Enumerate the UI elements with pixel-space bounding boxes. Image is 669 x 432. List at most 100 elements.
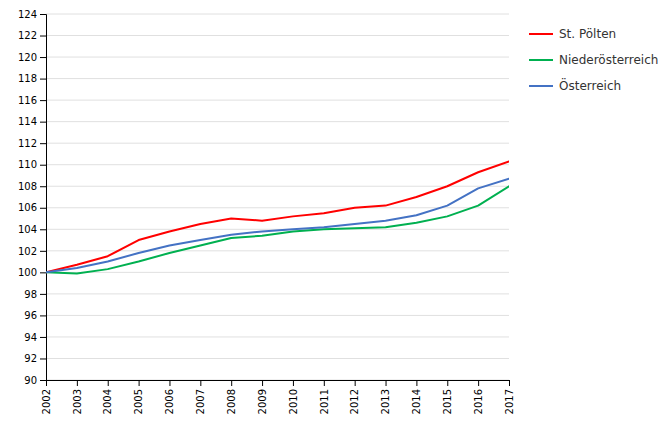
tick-mark <box>447 380 448 386</box>
legend-item: Österreich <box>529 77 621 93</box>
grid-line <box>46 78 509 79</box>
tick-label: 124 <box>18 9 37 20</box>
y-tick: 122 <box>18 30 46 41</box>
tick-mark <box>40 380 46 381</box>
tick-label: 94 <box>24 332 37 343</box>
tick-label: 2007 <box>195 389 206 414</box>
grid-line <box>46 14 509 15</box>
legend-label: St. Pölten <box>559 27 616 41</box>
series-line <box>46 179 509 273</box>
tick-mark <box>231 380 232 386</box>
legend-label: Niederösterreich <box>559 53 658 67</box>
tick-mark <box>40 79 46 80</box>
y-tick: 120 <box>18 52 46 63</box>
x-tick: 2016 <box>473 380 484 414</box>
legend-swatch <box>529 85 553 87</box>
legend-item: Niederösterreich <box>529 53 658 67</box>
tick-mark <box>355 380 356 386</box>
tick-label: 98 <box>24 289 37 300</box>
y-tick: 114 <box>18 116 46 127</box>
y-tick: 118 <box>18 73 46 84</box>
x-tick: 2015 <box>442 380 453 414</box>
tick-label: 2008 <box>226 389 237 414</box>
y-tick: 104 <box>18 224 46 235</box>
x-tick: 2006 <box>164 380 175 414</box>
x-tick: 2013 <box>380 380 391 414</box>
grid-line <box>46 164 509 165</box>
tick-label: 2014 <box>411 389 422 414</box>
tick-mark <box>40 337 46 338</box>
tick-mark <box>139 380 140 386</box>
y-tick: 92 <box>24 353 46 364</box>
tick-mark <box>40 315 46 316</box>
grid-line <box>46 293 509 294</box>
tick-mark <box>40 14 46 15</box>
y-tick: 94 <box>24 332 46 343</box>
y-tick: 98 <box>24 289 46 300</box>
tick-mark <box>40 272 46 273</box>
grid-line <box>46 315 509 316</box>
grid-line <box>46 100 509 101</box>
tick-mark <box>386 380 387 386</box>
x-tick: 2004 <box>102 380 113 414</box>
tick-label: 104 <box>18 224 37 235</box>
grid-line <box>46 143 509 144</box>
tick-mark <box>169 380 170 386</box>
x-tick: 2011 <box>319 380 330 414</box>
tick-mark <box>108 380 109 386</box>
plot: 2002 2003 2004 2005 2006 2007 2008 2009 2010 2011… <box>18 9 515 415</box>
grid-line <box>46 336 509 337</box>
tick-label: 2006 <box>164 389 175 414</box>
tick-label: 2010 <box>288 389 299 414</box>
grid <box>46 14 509 380</box>
tick-mark <box>40 100 46 101</box>
x-tick: 2009 <box>257 380 268 414</box>
tick-mark <box>509 380 510 386</box>
tick-label: 2005 <box>133 389 144 414</box>
y-tick: 124 <box>18 9 46 20</box>
tick-mark <box>324 380 325 386</box>
tick-mark <box>40 251 46 252</box>
x-tick: 2007 <box>195 380 206 414</box>
tick-label: 96 <box>24 310 37 321</box>
axis-line <box>40 15 47 381</box>
y-tick: 112 <box>18 138 46 149</box>
tick-label: 2013 <box>380 389 391 414</box>
chart: 2002 2003 2004 2005 2006 2007 2008 2009 2010 2011… <box>0 0 669 432</box>
grid-line <box>46 186 509 187</box>
tick-label: 112 <box>18 138 37 149</box>
tick-mark <box>262 380 263 386</box>
y-tick: 90 <box>24 375 46 386</box>
tick-label: 2012 <box>349 389 360 414</box>
tick-label: 110 <box>18 159 37 170</box>
axis-line <box>47 381 510 387</box>
x-tick: 2014 <box>411 380 422 414</box>
tick-label: 2017 <box>504 389 515 414</box>
x-tick: 2005 <box>133 380 144 414</box>
legend-swatch <box>529 59 553 61</box>
legend: St. Pölten Niederösterreich Österreich <box>529 27 658 93</box>
tick-mark <box>77 380 78 386</box>
tick-label: 2003 <box>72 389 83 414</box>
y-tick: 116 <box>18 95 46 106</box>
y-tick: 102 <box>18 246 46 257</box>
y-tick: 106 <box>18 202 46 213</box>
y-tick: 108 <box>18 181 46 192</box>
x-tick: 2012 <box>349 380 360 414</box>
tick-label: 2015 <box>442 389 453 414</box>
tick-mark <box>40 208 46 209</box>
tick-mark <box>40 122 46 123</box>
tick-label: 92 <box>24 353 37 364</box>
x-tick: 2010 <box>288 380 299 414</box>
tick-label: 122 <box>18 30 37 41</box>
x-tick: 2003 <box>72 380 83 414</box>
tick-mark <box>40 143 46 144</box>
x-tick: 2002 <box>41 380 52 414</box>
tick-label: 2004 <box>102 389 113 414</box>
y-tick: 96 <box>24 310 46 321</box>
y-axis: 90 92 94 96 98 100 102 104 106 108 110 112 114 116 118… <box>18 9 47 386</box>
x-tick: 2017 <box>504 380 515 414</box>
y-tick: 100 <box>18 267 46 278</box>
tick-mark <box>416 380 417 386</box>
tick-mark <box>40 186 46 187</box>
